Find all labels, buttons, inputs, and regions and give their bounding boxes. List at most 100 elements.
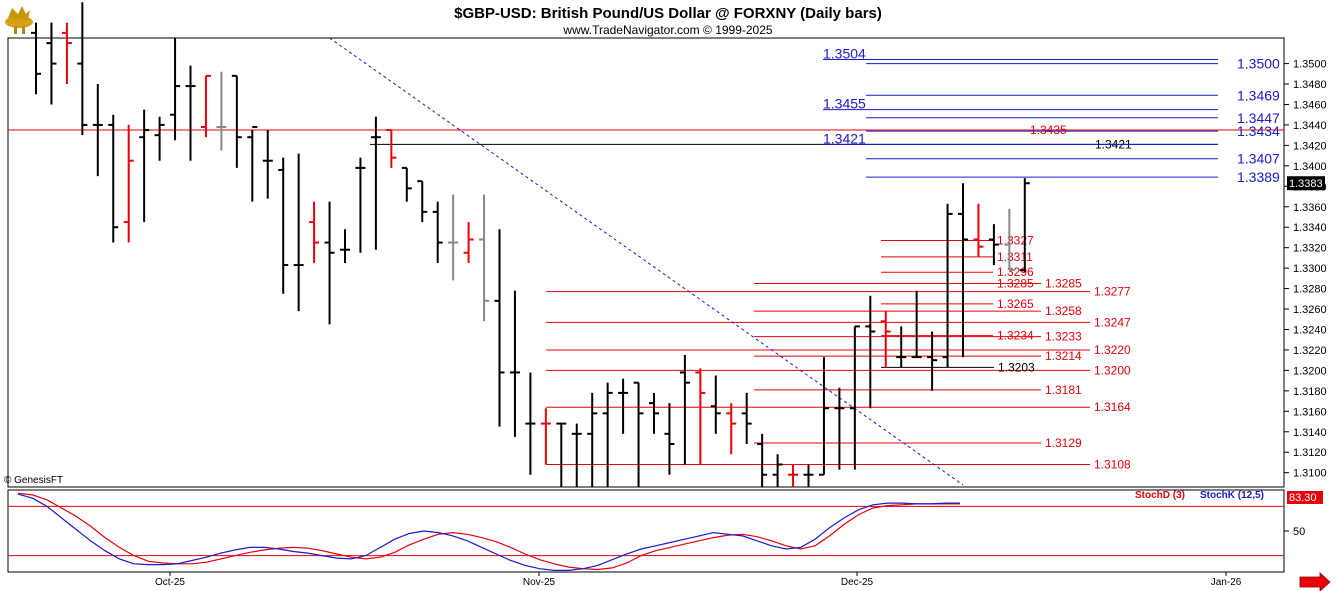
y-tick-label: 1.3440 [1293, 120, 1327, 132]
ohlc-bar [973, 203, 984, 257]
ohlc-bar [602, 382, 613, 487]
ohlc-bar [123, 124, 134, 243]
ohlc-bar [556, 422, 567, 487]
red-hline-label: 1.3435 [1030, 123, 1067, 137]
ohlc-bar [988, 224, 999, 266]
ohlc-bar [417, 180, 428, 223]
red-level-label: 1.3200 [1094, 363, 1131, 377]
black-support-label: 1.3203 [998, 360, 1035, 374]
y-tick-label: 1.3100 [1293, 468, 1327, 480]
red-level-label: 1.3214 [1045, 349, 1082, 363]
ohlc-bar [46, 22, 57, 105]
y-tick-label: 1.3280 [1293, 284, 1327, 296]
y-tick-label: 1.3160 [1293, 406, 1327, 418]
stoch-last-badge [1287, 491, 1323, 504]
ohlc-bar [618, 378, 629, 434]
ohlc-bar [587, 392, 598, 487]
ohlc-bar [849, 325, 860, 470]
ohlc-bar [958, 183, 968, 358]
ohlc-bar [401, 166, 412, 202]
ohlc-bar [61, 22, 72, 85]
ohlc-bar [540, 408, 551, 465]
red-level-label: 1.3234 [997, 329, 1034, 343]
stoch-last-label: 83.30 [1289, 492, 1317, 504]
y-tick-label: 1.3320 [1293, 243, 1327, 255]
red-level-label: 1.3285 [997, 276, 1034, 290]
ohlc-bar [185, 65, 196, 161]
price-panel-frame [7, 37, 1285, 488]
y-tick-label: 1.3460 [1293, 99, 1327, 111]
ohlc-bar [571, 423, 582, 487]
legend-stoch-k: StochK (12,5) [1200, 490, 1264, 501]
y-tick-label: 1.3340 [1293, 222, 1327, 234]
ohlc-bar [324, 201, 335, 325]
red-level-label: 1.3181 [1045, 383, 1082, 397]
price-panel: 1.3435 1.3421 1.3504 1.3500 1.3469 1.3455 1.34… [7, 2, 1285, 488]
y-tick-label: 1.3120 [1293, 447, 1327, 459]
ohlc-bar [710, 375, 721, 434]
y-tick-label: 1.3480 [1293, 79, 1327, 91]
ohlc-bar [695, 368, 706, 465]
ohlc-bar [865, 295, 876, 409]
chart-subtitle: www.TradeNavigator.com © 1999-2025 [562, 23, 772, 37]
ohlc-bar [664, 403, 675, 475]
ohlc-bar [309, 201, 320, 264]
bull-logo-icon [5, 6, 33, 34]
y-tick-label: 1.3260 [1293, 304, 1327, 316]
ohlc-bar [448, 194, 459, 281]
chart-title: $GBP-USD: British Pound/US Dollar @ FORX… [454, 5, 882, 22]
red-level-label: 1.3164 [1094, 400, 1131, 414]
ohlc-bar [757, 433, 768, 487]
blue-level-label: 1.3434 [1237, 123, 1280, 139]
ohlc-bar [386, 129, 397, 168]
red-level-label: 1.3265 [997, 297, 1034, 311]
blue-level-label: 1.3407 [1237, 151, 1280, 167]
stoch-series-line [17, 493, 960, 572]
y-tick-label: 1.3300 [1293, 263, 1327, 275]
ohlc-bar [247, 125, 258, 202]
ohlc-bar [494, 229, 505, 427]
ohlc-bar [834, 387, 845, 470]
y-tick-label: 1.3360 [1293, 202, 1327, 214]
ohlc-bar [633, 381, 644, 487]
ohlc-bar [772, 454, 783, 487]
ohlc-bar [479, 194, 490, 322]
y-tick-label: 1.3500 [1293, 59, 1327, 71]
y-tick-label: 1.3220 [1293, 345, 1327, 357]
red-level-label: 1.3220 [1094, 343, 1131, 357]
legend-stoch-d: StochD (3) [1135, 490, 1185, 501]
x-tick-label: Dec-25 [841, 577, 874, 588]
ohlc-bar [463, 222, 474, 264]
ohlc-bar [154, 116, 165, 161]
x-tick-label: Oct-25 [155, 577, 185, 588]
blue-level-label: 1.3389 [1237, 169, 1280, 185]
ohlc-bar [741, 392, 752, 445]
red-level-label: 1.3277 [1094, 285, 1131, 299]
ohlc-bar [278, 157, 289, 294]
y-tick-label: 1.3200 [1293, 365, 1327, 377]
red-level-label: 1.3247 [1094, 315, 1131, 329]
ohlc-bar [216, 71, 227, 151]
blue-level-label: 1.3455 [823, 96, 866, 112]
y-tick-label: 1.3420 [1293, 140, 1327, 152]
ohlc-bar [231, 74, 242, 168]
x-tick-label: Jan-26 [1211, 577, 1242, 588]
y-tick-label: 1.3240 [1293, 324, 1327, 336]
ohlc-bar [92, 84, 103, 177]
ohlc-bar [355, 157, 366, 253]
scroll-right-arrow-icon[interactable] [1299, 572, 1331, 591]
last-price-label: 1.3383 [1289, 178, 1323, 190]
blue-level-label: 1.3447 [1237, 110, 1280, 126]
ohlc-bar [139, 109, 150, 223]
blue-level-label: 1.3421 [823, 130, 866, 146]
x-tick-label: Nov-25 [523, 577, 556, 588]
red-level-label: 1.3311 [997, 250, 1033, 264]
ohlc-bar [942, 203, 953, 368]
red-level-label: 1.3285 [1045, 276, 1082, 290]
blue-level-label: 1.3504 [823, 45, 866, 61]
stochastic-panel: 50 StochD (3) StochK (12,5) 83.30 [7, 489, 1323, 573]
last-price-badge [1287, 176, 1325, 191]
price-axis: 1.3100 1.3120 1.3140 1.3160 1.3180 1.3200 1.32… [1284, 59, 1327, 480]
credit-label: © GenesisFT [4, 475, 63, 486]
